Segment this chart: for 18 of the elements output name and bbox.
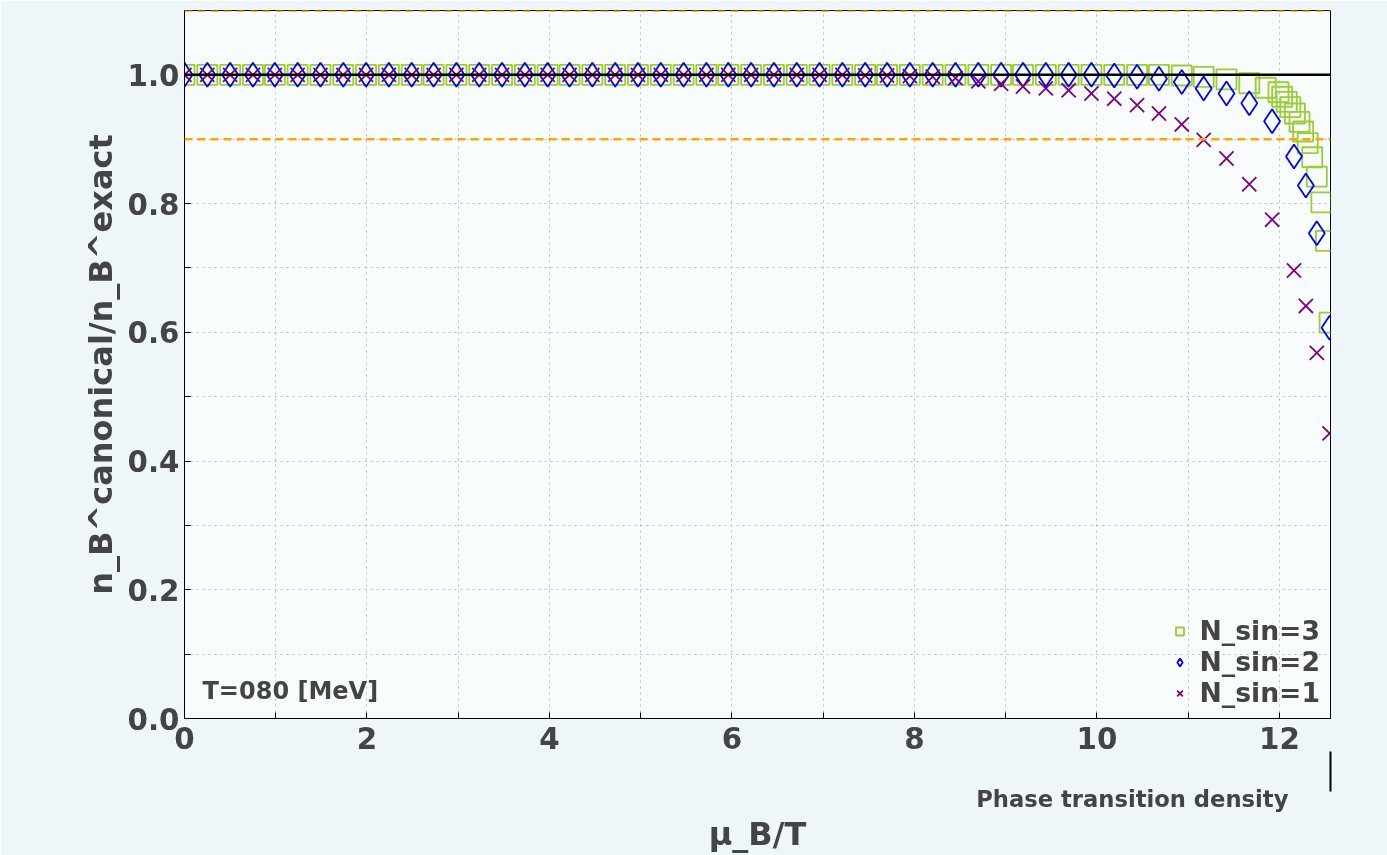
y-tick-label: 0.2 (127, 573, 180, 608)
y-tick-label: 0.4 (127, 445, 180, 480)
x-tick-label: 4 (539, 721, 560, 756)
legend-label: N_sin=3 (1199, 615, 1320, 646)
x-axis-title: μ_B/T (708, 814, 807, 853)
x-tick-label: 2 (356, 721, 378, 756)
x-tick-label: 12 (1259, 721, 1300, 756)
x-tick-label: 6 (721, 721, 743, 756)
x-tick-label: 10 (1076, 721, 1118, 756)
x-tick-label: 8 (904, 721, 925, 756)
y-axis-title: n_B^canonical/n_B^exact (81, 134, 120, 595)
text: Phase transition density (976, 785, 1289, 812)
y-tick-label: 1.0 (127, 58, 180, 93)
annotation: T=080 [MeV] (202, 676, 379, 705)
y-tick-label: 0.8 (127, 187, 180, 222)
y-tick-label: 0.6 (127, 316, 180, 351)
legend-label: N_sin=2 (1199, 646, 1320, 677)
legend-label: N_sin=1 (1199, 677, 1320, 708)
